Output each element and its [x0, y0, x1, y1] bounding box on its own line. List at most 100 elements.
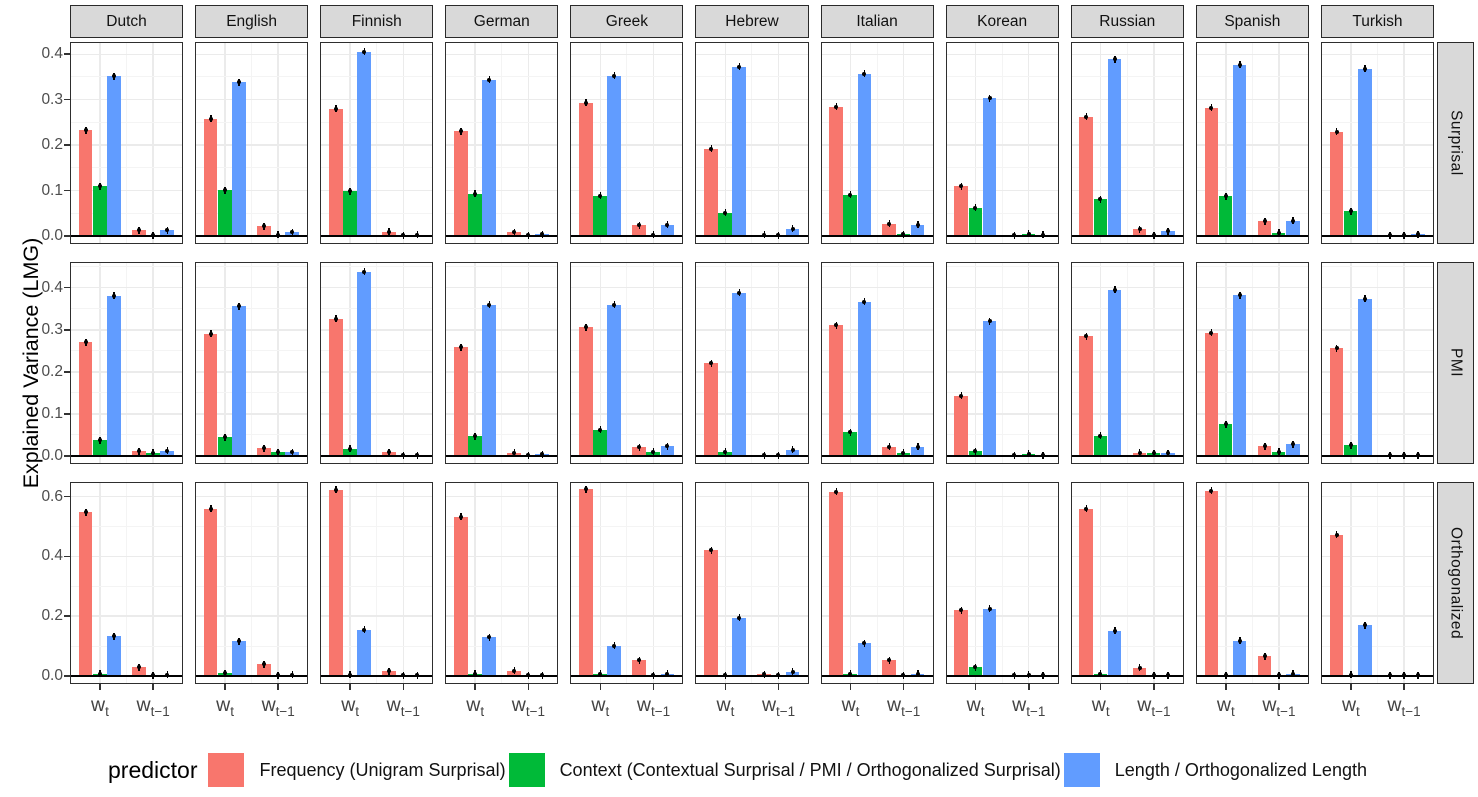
zero-axis-line — [320, 234, 434, 238]
gridline-horizontal — [1320, 555, 1434, 558]
error-point — [959, 608, 964, 613]
bar-wt-series2 — [1232, 295, 1247, 456]
error-point — [526, 233, 531, 237]
gridline-vertical-minor — [1126, 482, 1128, 684]
gridline-horizontal — [945, 329, 1059, 331]
gridline-vertical-minor — [251, 42, 253, 244]
zero-axis-line — [1070, 454, 1184, 458]
error-point — [887, 221, 892, 226]
bar-wt-series2 — [982, 321, 997, 456]
gridline-horizontal — [570, 53, 684, 56]
zero-axis-line — [1195, 234, 1309, 238]
gridline-vertical — [1278, 42, 1280, 244]
error-point — [386, 229, 391, 234]
bar-wt-series1 — [343, 191, 357, 236]
error-point — [222, 188, 227, 193]
gridline-horizontal-minor — [1195, 434, 1309, 436]
error-point — [1334, 532, 1339, 537]
gridline-vertical — [152, 262, 154, 464]
facet-panel-pmi-turkish — [1320, 262, 1434, 464]
error-point — [1137, 450, 1142, 455]
gridline-horizontal — [1195, 495, 1309, 498]
error-point — [598, 427, 603, 432]
gridline-vertical-minor — [126, 42, 128, 244]
error-point — [1290, 442, 1295, 447]
x-tick-subscript: t — [1230, 703, 1235, 719]
x-tick-base: w — [591, 694, 606, 716]
gridline-horizontal — [445, 53, 559, 56]
gridline-horizontal-minor — [195, 434, 309, 436]
gridline-horizontal — [820, 413, 934, 415]
gridline-vertical — [527, 482, 530, 684]
bar-wt-1-series2 — [1286, 444, 1300, 456]
gridline-horizontal-minor — [320, 76, 434, 78]
error-point — [737, 290, 742, 295]
zero-axis-line — [570, 234, 684, 238]
error-point — [150, 450, 155, 455]
error-point — [1026, 672, 1031, 677]
gridline-vertical — [1403, 42, 1405, 244]
gridline-horizontal-minor — [1320, 266, 1434, 268]
error-point — [1262, 444, 1267, 449]
gridline-vertical — [652, 262, 655, 464]
bar-wt-series0 — [454, 347, 468, 456]
gridline-horizontal-minor — [320, 167, 434, 169]
gridline-horizontal — [320, 555, 434, 558]
gridline-vertical — [1099, 262, 1102, 464]
bar-wt-series0 — [328, 489, 343, 676]
gridline-horizontal — [945, 189, 1059, 192]
bar-wt-1-series0 — [256, 448, 271, 456]
bar-wt-series0 — [78, 130, 93, 236]
gridline-horizontal-minor — [945, 308, 1059, 310]
gridline-horizontal — [1320, 189, 1434, 192]
error-point — [526, 673, 531, 677]
facet-panel-surprisal-korean — [945, 42, 1059, 244]
gridline-horizontal-minor — [945, 350, 1059, 352]
error-point — [236, 80, 241, 85]
gridline-horizontal-minor — [695, 645, 809, 647]
gridline-vertical — [974, 262, 977, 464]
error-point — [598, 671, 603, 676]
error-point — [834, 489, 839, 494]
gridline-horizontal-minor — [195, 266, 309, 268]
gridline-horizontal — [820, 286, 934, 289]
x-tick-subscript: t−1 — [150, 703, 170, 719]
gridline-horizontal — [1195, 286, 1309, 289]
facet-column-label: English — [226, 12, 278, 30]
bar-wt-series0 — [1079, 116, 1094, 236]
x-tick-label: wt — [1056, 694, 1146, 719]
gridline-horizontal — [195, 286, 309, 289]
error-point — [834, 104, 839, 109]
bar-wt-series1 — [593, 195, 607, 236]
error-point — [1362, 296, 1367, 301]
gridline-vertical — [474, 42, 476, 244]
gridline-horizontal-minor — [1320, 212, 1434, 214]
error-point — [834, 323, 839, 328]
gridline-horizontal-minor — [820, 350, 934, 352]
gridline-horizontal — [1195, 53, 1309, 56]
error-point — [362, 49, 367, 54]
error-point — [901, 232, 906, 237]
gridline-horizontal — [70, 329, 184, 331]
x-tick-mark — [152, 684, 154, 690]
y-tick-mark — [64, 189, 70, 192]
bar-wt-series0 — [954, 186, 968, 236]
gridline-horizontal — [570, 189, 684, 192]
gridline-horizontal-minor — [70, 526, 184, 528]
gridline-vertical — [277, 262, 279, 464]
gridline-horizontal-minor — [570, 308, 684, 310]
x-tick-mark — [1027, 684, 1030, 690]
gridline-vertical — [599, 42, 602, 244]
error-point — [386, 450, 391, 455]
zero-axis-line — [945, 454, 1059, 458]
x-tick-base: w — [216, 694, 231, 716]
gridline-horizontal-minor — [445, 308, 559, 310]
panel-border — [70, 42, 184, 244]
gridline-horizontal — [195, 189, 309, 192]
gridline-horizontal-minor — [570, 350, 684, 352]
facet-column-label: Russian — [1099, 12, 1156, 30]
facet-column-strip-turkish: Turkish — [1320, 5, 1434, 38]
gridline-horizontal — [945, 53, 1059, 56]
x-tick-label: wt−1 — [358, 694, 448, 719]
error-point — [1098, 197, 1103, 202]
